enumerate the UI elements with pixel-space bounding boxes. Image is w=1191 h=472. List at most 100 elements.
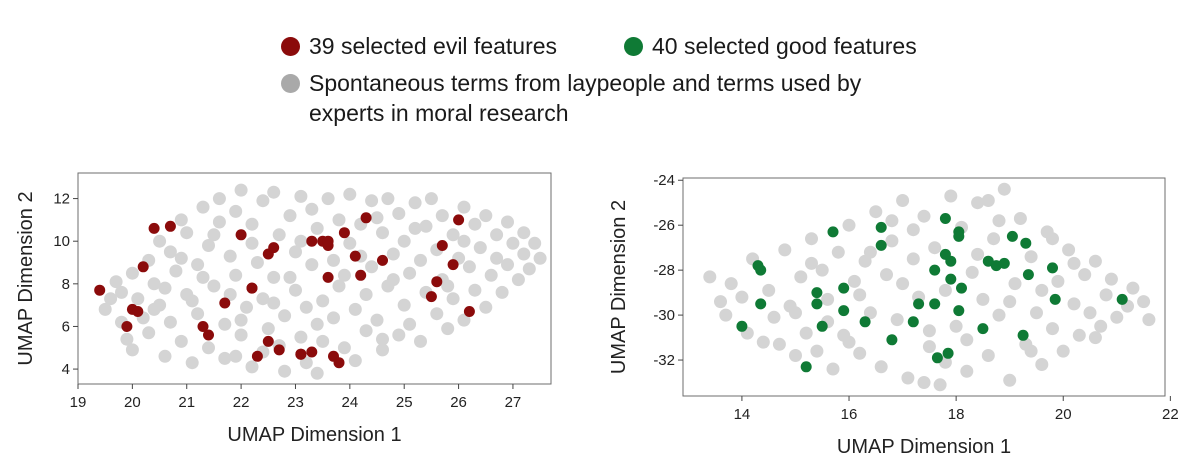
good-feature-point	[953, 230, 965, 242]
background-point	[506, 236, 520, 250]
background-point	[462, 260, 476, 274]
good-feature-point	[977, 323, 989, 335]
good-feature-point	[942, 347, 954, 359]
background-point	[245, 360, 259, 374]
x-axis-label: UMAP Dimension 1	[227, 424, 401, 446]
background-point	[267, 185, 281, 199]
legend-label-background: Spontaneous terms from laypeople and ter…	[309, 68, 861, 128]
x-tick-label: 23	[287, 394, 304, 411]
background-point	[272, 228, 286, 242]
background-point	[1013, 212, 1027, 225]
y-tick-label: -28	[653, 262, 675, 279]
background-point	[933, 378, 947, 392]
legend-marker-evil	[281, 36, 300, 56]
background-point	[294, 189, 308, 203]
good-feature-point	[929, 298, 941, 310]
background-point	[191, 258, 205, 272]
evil-feature-point	[425, 291, 437, 303]
evil-feature-point	[333, 357, 345, 369]
x-tick-label: 22	[233, 394, 250, 411]
background-point	[212, 215, 226, 229]
background-point	[381, 192, 395, 206]
good-feature-point	[953, 305, 965, 317]
background-point	[365, 194, 379, 208]
evil-feature-point	[121, 321, 133, 332]
background-point	[874, 360, 888, 374]
background-point	[392, 328, 406, 342]
evil-feature-point	[306, 346, 318, 358]
plot-frame	[77, 172, 552, 385]
background-point	[522, 262, 536, 276]
background-point	[821, 292, 835, 306]
background-point	[457, 200, 471, 214]
evil-feature-point	[197, 321, 209, 332]
background-point	[767, 310, 781, 324]
background-point	[240, 300, 253, 314]
background-point	[724, 277, 738, 291]
background-point	[853, 288, 867, 302]
background-point	[490, 251, 504, 265]
background-point	[234, 328, 248, 342]
evil-feature-point	[148, 222, 160, 234]
background-point	[949, 319, 963, 333]
evil-feature-point	[431, 276, 443, 288]
background-point	[971, 196, 985, 210]
x-tick-label: 16	[841, 406, 858, 423]
background-point	[922, 324, 936, 338]
background-point	[1078, 268, 1092, 282]
background-point	[885, 214, 899, 228]
background-point	[960, 364, 974, 378]
background-point	[158, 281, 172, 295]
background-point	[386, 247, 400, 261]
background-point	[896, 194, 910, 207]
background-point	[299, 300, 313, 314]
background-point	[1046, 232, 1059, 246]
background-point	[223, 288, 237, 301]
background-point	[283, 270, 297, 284]
evil-feature-point	[453, 214, 465, 226]
background-point	[163, 315, 177, 329]
background-point	[772, 337, 786, 351]
evil-feature-point	[295, 348, 307, 360]
background-point	[1137, 295, 1151, 309]
background-point	[115, 285, 128, 299]
evil-feature-point	[251, 350, 263, 362]
good-feature-point	[859, 316, 871, 328]
background-point	[337, 268, 351, 282]
legend-label-background-line2: experts in moral research	[309, 100, 569, 126]
background-point	[207, 228, 221, 242]
good-feature-point	[945, 255, 957, 267]
background-point	[703, 270, 717, 284]
background-point	[1110, 310, 1124, 324]
background-point	[408, 196, 422, 210]
background-point	[511, 273, 525, 287]
good-feature-point	[811, 287, 823, 299]
background-point	[294, 234, 308, 248]
background-point	[180, 226, 194, 240]
background-point	[446, 228, 460, 242]
legend-label-background-line1: Spontaneous terms from laypeople and ter…	[309, 70, 862, 96]
y-tick-label: 10	[53, 233, 70, 250]
background-point	[316, 294, 330, 308]
background-point	[495, 285, 509, 299]
background-point	[490, 228, 504, 242]
background-point	[289, 245, 302, 259]
background-point	[1067, 297, 1081, 311]
y-tick-label: 8	[62, 276, 70, 293]
background-point	[196, 270, 210, 284]
background-point	[234, 183, 248, 197]
background-point	[403, 317, 417, 331]
background-point	[256, 194, 270, 208]
background-point	[359, 324, 373, 338]
background-point	[1104, 272, 1118, 286]
background-point	[847, 274, 861, 288]
background-point	[348, 302, 362, 316]
background-point	[310, 221, 324, 235]
background-point	[218, 351, 232, 365]
good-feature-point	[939, 213, 951, 224]
good-feature-point	[931, 352, 943, 364]
background-point	[863, 245, 877, 259]
y-tick-label: 4	[62, 361, 70, 378]
evil-feature-point	[94, 284, 106, 296]
background-point	[992, 214, 1006, 228]
